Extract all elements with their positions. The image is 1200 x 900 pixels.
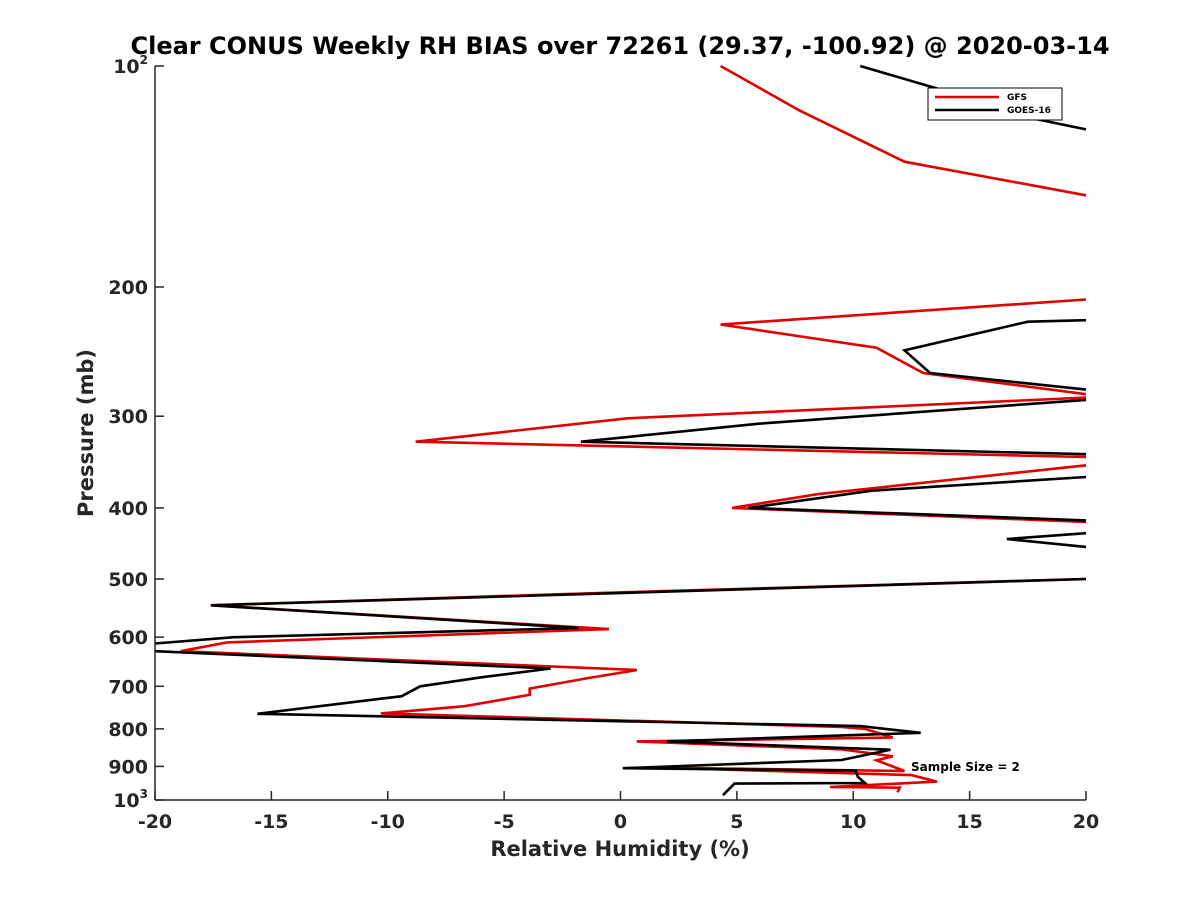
x-tick-label: 0 — [614, 811, 627, 833]
series-gfs — [180, 64, 1087, 793]
x-tick-label: -10 — [371, 811, 405, 833]
y-tick-label: 200 — [108, 277, 148, 299]
chart-title: Clear CONUS Weekly RH BIAS over 72261 (2… — [130, 32, 1109, 60]
series-line-segment — [415, 396, 1087, 459]
series-line-segment — [901, 318, 1087, 391]
x-axis-label: Relative Humidity (%) — [490, 837, 749, 861]
series-line-segment — [719, 64, 1087, 197]
x-tick-label: -15 — [254, 811, 288, 833]
y-tick-label: 103 — [113, 787, 148, 812]
legend: GFS GOES-16 — [927, 87, 1063, 121]
y-tick-label: 800 — [108, 719, 148, 741]
y-tick-label: 700 — [108, 676, 148, 698]
sample-size-annotation: Sample Size = 2 — [911, 760, 1020, 774]
legend-box — [927, 87, 1063, 121]
y-axis-label: Pressure (mb) — [74, 349, 98, 517]
y-tick-label: 900 — [108, 756, 148, 778]
y-tick-label: 300 — [108, 406, 148, 428]
x-tick-label: 15 — [956, 811, 982, 833]
x-tick-label: -20 — [138, 811, 172, 833]
y-tick-label: 102 — [113, 53, 148, 78]
x-tick-label: 20 — [1073, 811, 1099, 833]
series-line-segment — [154, 649, 921, 797]
y-tick-label: 400 — [108, 498, 148, 520]
legend-label-gfs: GFS — [1007, 93, 1027, 103]
series-line-segment — [154, 577, 1087, 645]
series-line-segment — [748, 475, 1087, 522]
y-tick-label: 500 — [108, 569, 148, 591]
series-line-segment — [580, 398, 1087, 456]
plot-area — [155, 66, 1086, 800]
series-line-segment — [720, 298, 1087, 396]
x-ticks: -20 -15 -10 -5 0 5 10 15 20 — [138, 791, 1099, 833]
x-tick-label: 5 — [730, 811, 743, 833]
y-ticks: 102 200 300 400 500 600 700 800 900 103 — [108, 53, 164, 812]
y-tick-label: 600 — [108, 627, 148, 649]
series-line-segment — [180, 577, 1087, 793]
x-tick-label: -5 — [494, 811, 515, 833]
legend-label-goes16: GOES-16 — [1007, 106, 1051, 116]
x-tick-label: 10 — [840, 811, 866, 833]
series-line-segment — [1006, 531, 1087, 549]
